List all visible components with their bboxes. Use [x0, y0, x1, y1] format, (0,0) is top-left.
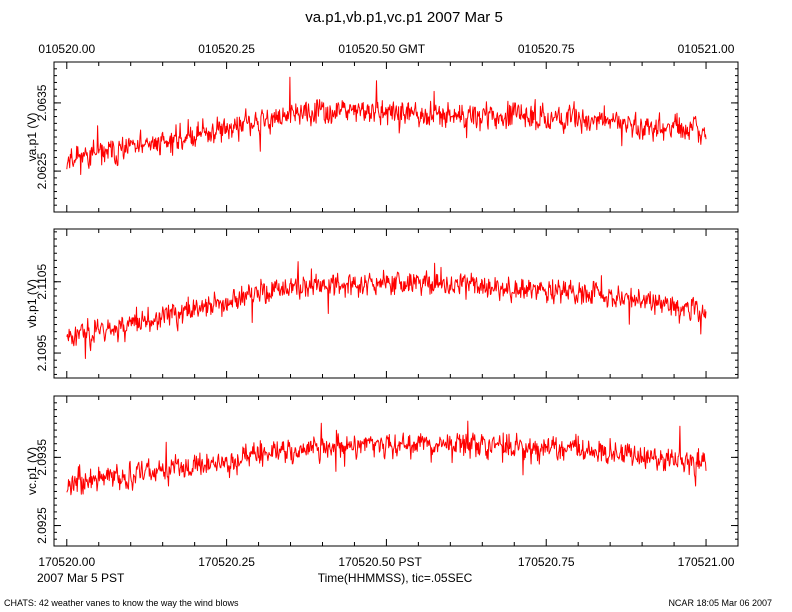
y-tick-label-va: 2.0625 [35, 152, 49, 189]
bottom-tick-label: 170520.25 [198, 555, 255, 569]
y-axis-label-vc: vc.p1 (V) [25, 447, 39, 495]
y-tick-label-vb: 2.1105 [35, 264, 49, 300]
series-line-va [66, 76, 707, 175]
y-axis-label-vb: vb.p1 (V) [25, 279, 39, 328]
x-axis-label: Time(HHMMSS), tic=.05SEC [318, 571, 473, 585]
y-tick-label-va: 2.0635 [35, 84, 49, 121]
bottom-tick-label: 170520.50 PST [338, 555, 422, 569]
bottom-axis-tick-labels: 170520.00 170520.25 170520.50 PST 170520.75… [38, 555, 734, 569]
top-axis-tick-labels: 010520.00 010520.25 010520.50 GMT 010520.75… [38, 42, 734, 56]
chart-title: va.p1,vb.p1,vc.p1 2007 Mar 5 [305, 9, 503, 26]
top-tick-label: 010520.50 GMT [338, 42, 425, 56]
top-tick-label: 010520.75 [518, 42, 575, 56]
date-label: 2007 Mar 5 PST [37, 571, 125, 585]
y-tick-label-vb: 2.1095 [35, 334, 49, 371]
footer-caption: CHATS: 42 weather vanes to know the way … [4, 598, 239, 608]
y-tick-label-vc: 2.0935 [35, 439, 49, 476]
series-line-vc [66, 420, 707, 496]
top-tick-label: 010520.25 [198, 42, 255, 56]
bottom-tick-label: 170521.00 [678, 555, 735, 569]
bottom-tick-label: 170520.75 [518, 555, 575, 569]
y-tick-label-vc: 2.0925 [35, 507, 49, 544]
y-axis-label-va: va.p1 (V) [25, 113, 39, 162]
bottom-tick-label: 170520.00 [38, 555, 95, 569]
series-line-vb [66, 261, 707, 359]
top-tick-label: 010521.00 [678, 42, 735, 56]
footer-timestamp: NCAR 18:05 Mar 06 2007 [668, 598, 772, 608]
top-tick-label: 010520.00 [38, 42, 95, 56]
